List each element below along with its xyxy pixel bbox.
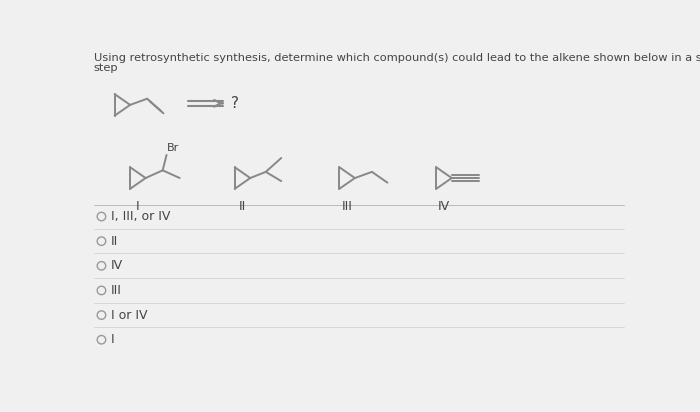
Text: Br: Br [167, 143, 180, 152]
Text: III: III [342, 199, 353, 213]
Text: IV: IV [111, 259, 123, 272]
Text: III: III [111, 284, 122, 297]
Text: I or IV: I or IV [111, 309, 147, 322]
Text: step: step [94, 63, 118, 73]
Text: I: I [136, 199, 140, 213]
Text: IV: IV [438, 199, 450, 213]
Text: ?: ? [231, 96, 239, 111]
Text: Using retrosynthetic synthesis, determine which compound(s) could lead to the al: Using retrosynthetic synthesis, determin… [94, 52, 700, 63]
Text: II: II [239, 199, 246, 213]
Text: I: I [111, 333, 114, 346]
Text: II: II [111, 235, 118, 248]
Text: I, III, or IV: I, III, or IV [111, 210, 170, 223]
